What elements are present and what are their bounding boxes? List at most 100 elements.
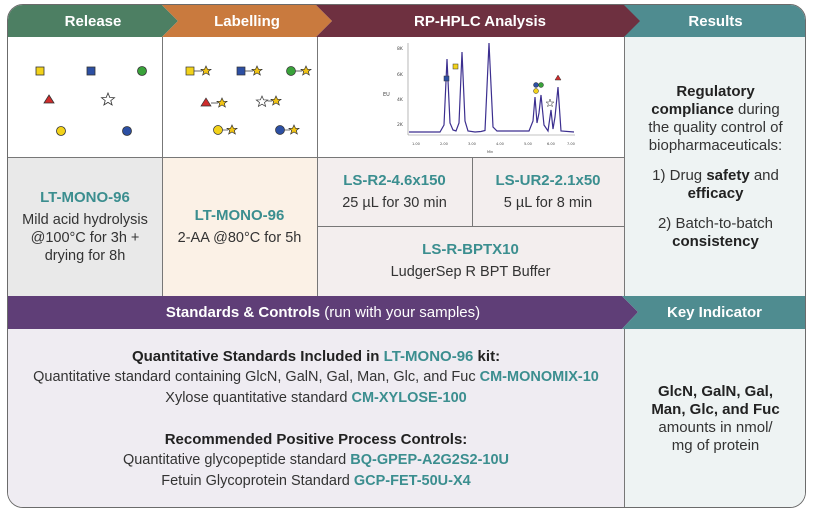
peak-fuc-icon: [554, 74, 562, 81]
results-text: and: [749, 166, 779, 184]
standards-bg: [8, 329, 624, 507]
control-description: Quantitative glycopeptide standard: [122, 452, 351, 468]
standard-item: Quantitative standard containing GlcN, G…: [33, 367, 599, 388]
x-tick-label: 2.00: [440, 142, 448, 146]
glucose-circle-icon: [122, 126, 132, 136]
divider: [624, 37, 625, 296]
results-line: the quality control of: [648, 118, 783, 136]
peak-xylose-icon: [545, 98, 555, 108]
divider: [317, 37, 318, 296]
standards-controls-bar: Standards & Controls (run with your samp…: [8, 296, 638, 329]
y-tick-label: 6K: [397, 72, 404, 78]
labelling-product-code: LT-MONO-96: [194, 206, 285, 224]
column-1-info: LS-R2-4.6x150 25 µL for 30 min: [317, 157, 472, 226]
chromatogram-trace: [409, 42, 575, 133]
peak-glc-icon: [533, 82, 539, 88]
results-line: efficacy: [687, 184, 744, 202]
quant-title-text: Quantitative Standards Included in: [131, 348, 384, 365]
results-line: compliance during: [648, 101, 782, 119]
label-tag-icon: [185, 65, 312, 135]
buffer-product-code: LS-R-BPTX10: [422, 241, 519, 258]
key-indicator-bg: [624, 329, 805, 507]
results-line: 1) Drug safety and: [652, 167, 779, 185]
results-line: consistency: [672, 232, 759, 250]
control-product-code: GCP-FET-50U-X4: [353, 473, 471, 489]
y-axis-label: EU: [383, 92, 390, 98]
key-indicator-line: amounts in nmol/: [658, 419, 773, 436]
column-1-product-code: LS-R2-4.6x150: [343, 171, 446, 189]
key-indicator-line: mg of protein: [671, 437, 760, 454]
quant-title-product: LT-MONO-96: [383, 348, 474, 365]
release-info-bg: [8, 157, 162, 296]
key-indicator-line: Man, Glc, and Fuc: [651, 401, 780, 418]
glucosamine-square-icon: [86, 66, 96, 76]
quantitative-standards-title: Quantitative Standards Included in LT-MO…: [132, 346, 500, 367]
x-tick-label: 3.00: [468, 142, 476, 146]
key-indicator-info: GlcN, GalN, Gal, Man, Glc, and Fuc amoun…: [624, 329, 805, 507]
monosaccharide-symbols: [35, 66, 147, 136]
control-description: Fetuin Glycoprotein Standard: [161, 473, 354, 489]
results-bold: safety: [706, 166, 750, 184]
release-step-line: drying for 8h: [44, 247, 126, 264]
standard-product-code: CM-XYLOSE-100: [351, 390, 467, 406]
standards-bar-title: Standards & Controls: [165, 304, 321, 321]
labelling-info: LT-MONO-96 2-AA @80°C for 5h: [162, 157, 317, 296]
key-indicator-bar: Key Indicator: [622, 296, 805, 329]
divider: [162, 37, 163, 296]
release-info: LT-MONO-96 Mild acid hydrolysis @100°C f…: [8, 157, 162, 296]
y-tick-label: 4K: [397, 97, 404, 103]
column-2-product-code: LS-UR2-2.1x50: [495, 171, 601, 189]
quant-title-suffix: kit:: [473, 348, 501, 365]
standard-description: Quantitative standard containing GlcN, G…: [33, 369, 480, 385]
workflow-diagram: Release Labelling RP-HPLC Analysis Resul…: [7, 4, 806, 508]
header-release: Release: [8, 5, 178, 37]
control-item: Fetuin Glycoprotein Standard GCP-FET-50U…: [161, 471, 470, 492]
mannose-circle-icon: [137, 66, 147, 76]
results-point-1: 1) Drug safety and efficacy: [652, 167, 779, 203]
standard-product-code: CM-MONOMIX-10: [479, 369, 599, 385]
divider: [624, 329, 625, 507]
header-labelling: Labelling: [162, 5, 332, 37]
xylose-star-icon: [100, 91, 116, 106]
divider: [472, 157, 473, 226]
results-line: 2) Batch-to-batch: [657, 214, 774, 232]
x-tick-label: 7.00: [567, 142, 575, 146]
key-indicator-line: GlcN, GalN, Gal,: [657, 383, 774, 400]
x-tick-label: 5.00: [524, 142, 532, 146]
control-item: Quantitative glycopeptide standard BQ-GP…: [123, 450, 509, 471]
divider: [8, 157, 624, 158]
peak-man-icon: [538, 82, 544, 88]
results-compliance-text: Regulatory compliance during the quality…: [648, 83, 782, 155]
peak-galn-icon: [452, 63, 459, 70]
header-rphplc: RP-HPLC Analysis: [316, 5, 644, 37]
x-tick-label: 6.00: [547, 142, 555, 146]
buffer-description: LudgerSep R BPT Buffer: [390, 264, 551, 280]
divider: [317, 226, 624, 227]
chromatogram-chart: 8K 6K 4K 2K EU 1.00 2.00 3.00 4.00 5.00 …: [383, 42, 575, 154]
results-info: Regulatory compliance during the quality…: [624, 37, 805, 296]
peak-gal-icon: [533, 88, 539, 94]
standard-description: Xylose quantitative standard: [165, 390, 352, 406]
labelled-monosaccharide-symbols: [185, 65, 312, 135]
y-tick-label: 2K: [397, 122, 404, 128]
buffer-info: LS-R-BPTX10 LudgerSep R BPT Buffer: [317, 226, 624, 296]
galactose-circle-icon: [56, 126, 66, 136]
results-line: biopharmaceuticals:: [648, 136, 783, 154]
results-text: 1) Drug: [652, 166, 707, 184]
column-1-conditions: 25 µL for 30 min: [342, 194, 447, 211]
results-text: during: [733, 100, 780, 118]
y-tick-label: 8K: [397, 46, 404, 52]
x-tick-label: 4.00: [496, 142, 504, 146]
labelling-info-bg: [162, 157, 317, 296]
release-product-code: LT-MONO-96: [40, 188, 130, 206]
x-axis-label: Min: [487, 150, 493, 154]
column-2-conditions: 5 µL for 8 min: [503, 194, 593, 211]
results-point-2: 2) Batch-to-batch consistency: [658, 215, 773, 251]
x-tick-label: 1.00: [412, 142, 420, 146]
peak-glcn-icon: [443, 75, 450, 82]
labelling-step-line: 2-AA @80°C for 5h: [177, 229, 302, 246]
results-bold: compliance: [651, 100, 734, 118]
standards-info: Quantitative Standards Included in LT-MO…: [8, 329, 624, 507]
header-results: Results: [624, 5, 805, 37]
results-line: Regulatory: [676, 82, 755, 100]
